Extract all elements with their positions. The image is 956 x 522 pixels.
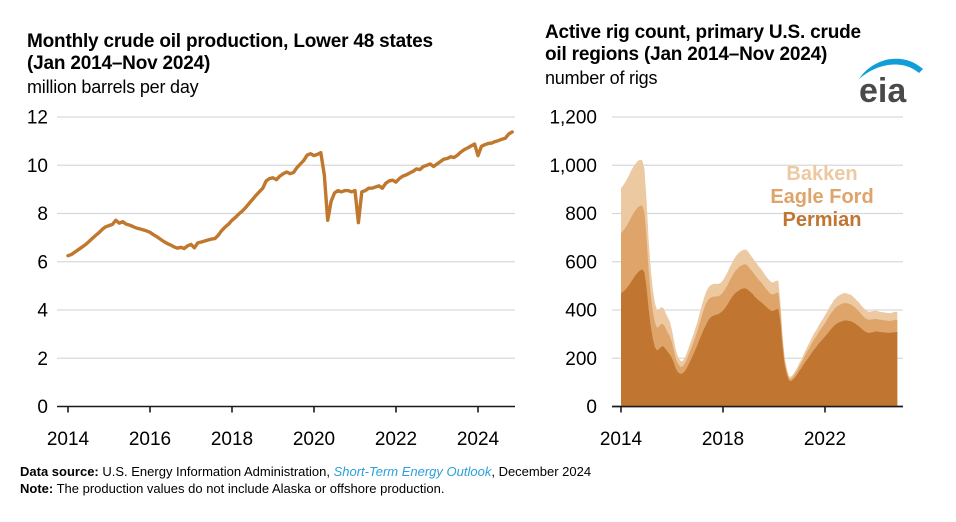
svg-text:0: 0 (37, 397, 48, 418)
left-chart-title-line1: Monthly crude oil production, Lower 48 s… (27, 31, 433, 52)
svg-text:600: 600 (565, 252, 597, 273)
svg-text:800: 800 (565, 204, 597, 225)
svg-text:6: 6 (37, 252, 48, 273)
data-source-suffix: , December 2024 (491, 464, 592, 479)
legend-item-eagle-ford: Eagle Ford (770, 186, 874, 208)
svg-text:2014: 2014 (600, 429, 643, 450)
svg-text:8: 8 (37, 204, 48, 225)
svg-text:2022: 2022 (375, 429, 417, 450)
svg-text:200: 200 (565, 349, 597, 370)
note-line: Note: The production values do not inclu… (20, 481, 940, 498)
note-label: Note: (20, 480, 54, 496)
left-chart-title: Monthly crude oil production, Lower 48 s… (27, 31, 517, 98)
steo-link[interactable]: Short-Term Energy Outlook (333, 464, 492, 479)
svg-text:2014: 2014 (47, 429, 90, 450)
left-chart-title-line2: (Jan 2014–Nov 2024) (27, 53, 211, 74)
data-source-text: U.S. Energy Information Administration, (98, 464, 334, 479)
right-chart-title-line2: oil regions (Jan 2014–Nov 2024) (545, 44, 828, 65)
legend-item-permian: Permian (782, 209, 862, 231)
svg-text:2: 2 (37, 349, 48, 370)
svg-text:2018: 2018 (702, 429, 744, 450)
note-text: The production values do not include Ala… (53, 480, 445, 496)
right-chart-title: Active rig count, primary U.S. crude oil… (545, 22, 945, 89)
svg-text:4: 4 (37, 301, 48, 322)
rig-chart-legend: Bakken Eagle Ford Permian (736, 163, 908, 232)
svg-text:1,000: 1,000 (549, 156, 597, 177)
svg-text:12: 12 (27, 108, 48, 129)
svg-text:1,200: 1,200 (549, 108, 597, 129)
svg-text:0: 0 (586, 397, 597, 418)
data-source-line: Data source: U.S. Energy Information Adm… (20, 464, 940, 481)
eia-logo-text: eia (859, 72, 907, 106)
footer: Data source: U.S. Energy Information Adm… (20, 464, 940, 497)
data-source-label: Data source: (20, 464, 99, 479)
eia-logo-swoosh-icon (859, 58, 923, 79)
svg-text:2024: 2024 (457, 429, 500, 450)
svg-text:2016: 2016 (129, 429, 171, 450)
right-chart-units-label: number of rigs (545, 68, 658, 88)
right-chart-title-line1: Active rig count, primary U.S. crude (545, 22, 861, 43)
svg-text:2020: 2020 (293, 429, 335, 450)
legend-item-bakken: Bakken (786, 163, 858, 185)
left-chart-units-label: million barrels per day (27, 77, 199, 97)
svg-text:400: 400 (565, 301, 597, 322)
svg-text:2022: 2022 (804, 429, 846, 450)
eia-logo: eia (859, 58, 923, 106)
svg-text:2018: 2018 (211, 429, 253, 450)
production-line-chart: 12 10 8 6 4 2 0 2014 2016 2018 2020 2022 2024 (27, 108, 515, 450)
svg-text:10: 10 (27, 156, 48, 177)
